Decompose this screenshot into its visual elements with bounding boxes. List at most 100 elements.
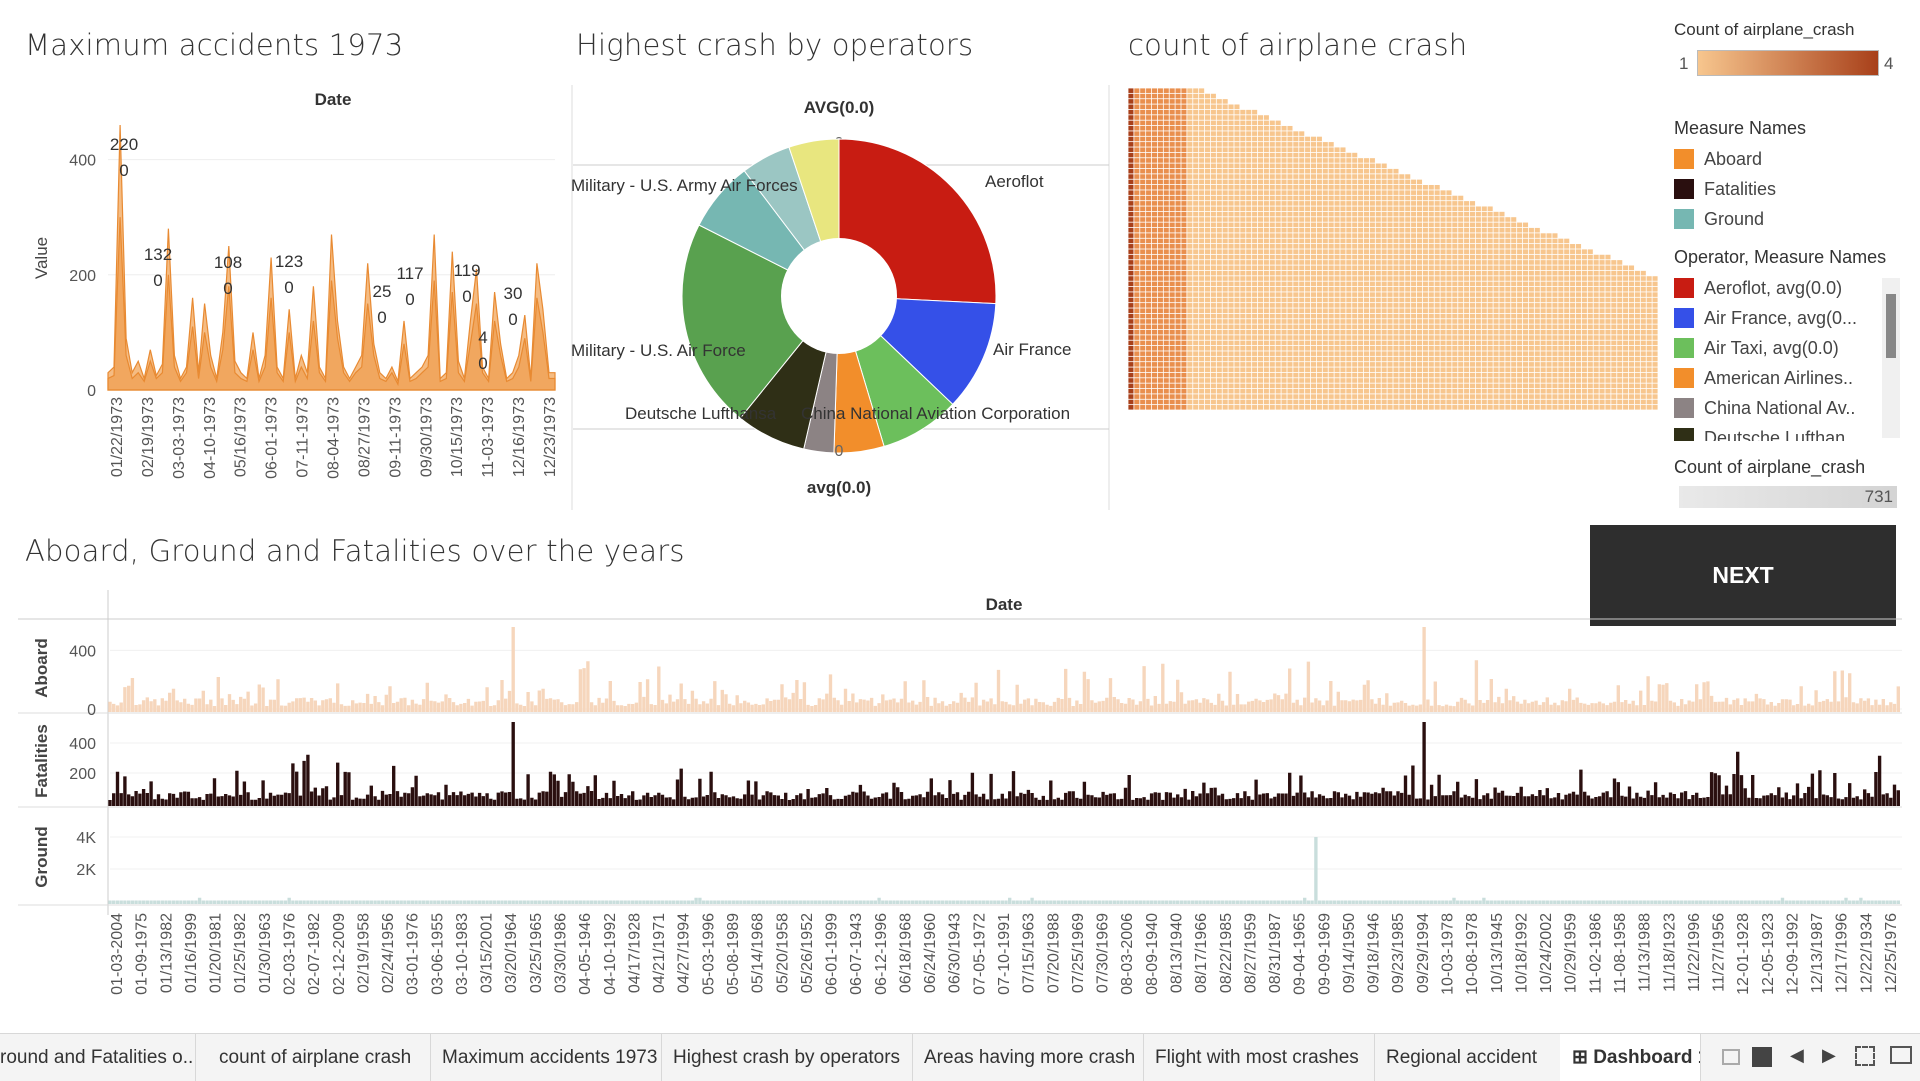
heatmap-cell[interactable]: [1204, 270, 1211, 276]
heatmap-cell[interactable]: [1534, 388, 1540, 394]
heatmap-cell[interactable]: [1246, 340, 1252, 346]
heatmap-cell[interactable]: [1570, 394, 1576, 399]
heatmap-cell[interactable]: [1134, 99, 1140, 104]
heatmap-cell[interactable]: [1363, 303, 1370, 308]
heatmap-cell[interactable]: [1358, 313, 1364, 319]
heatmap-cell[interactable]: [1393, 227, 1399, 233]
heatmap-cell[interactable]: [1505, 394, 1511, 399]
heatmap-cell[interactable]: [1375, 292, 1381, 297]
heatmap-cell[interactable]: [1564, 346, 1570, 351]
heatmap-cell[interactable]: [1334, 308, 1340, 313]
heatmap-cell[interactable]: [1175, 93, 1181, 99]
heatmap-cell[interactable]: [1275, 254, 1281, 260]
heatmap-cell[interactable]: [1452, 356, 1458, 362]
heatmap-cell[interactable]: [1328, 217, 1334, 222]
heatmap-cell[interactable]: [1193, 211, 1199, 217]
heatmap-cell[interactable]: [1322, 168, 1328, 174]
heatmap-cell[interactable]: [1293, 168, 1299, 174]
heatmap-cell[interactable]: [1499, 399, 1505, 405]
heatmap-cell[interactable]: [1187, 104, 1193, 110]
heatmap-cell[interactable]: [1157, 249, 1163, 254]
heatmap-cell[interactable]: [1534, 383, 1540, 389]
heatmap-cell[interactable]: [1640, 367, 1646, 373]
heatmap-cell[interactable]: [1175, 351, 1181, 356]
heatmap-cell[interactable]: [1605, 383, 1611, 389]
heatmap-cell[interactable]: [1611, 405, 1617, 410]
heatmap-cell[interactable]: [1199, 227, 1205, 233]
heatmap-cell[interactable]: [1493, 244, 1499, 249]
heatmap-cell[interactable]: [1134, 399, 1140, 405]
heatmap-cell[interactable]: [1617, 378, 1623, 383]
heatmap-cell[interactable]: [1363, 292, 1370, 297]
heatmap-cell[interactable]: [1199, 378, 1205, 383]
heatmap-cell[interactable]: [1522, 324, 1529, 330]
heatmap-cell[interactable]: [1346, 356, 1352, 362]
heatmap-cell[interactable]: [1352, 254, 1358, 260]
heatmap-cell[interactable]: [1517, 388, 1523, 394]
heatmap-cell[interactable]: [1257, 190, 1264, 195]
heatmap-cell[interactable]: [1475, 265, 1481, 271]
heatmap-cell[interactable]: [1240, 120, 1246, 126]
heatmap-cell[interactable]: [1469, 227, 1476, 233]
heatmap-cell[interactable]: [1652, 303, 1658, 308]
heatmap-cell[interactable]: [1246, 383, 1252, 389]
heatmap-cell[interactable]: [1587, 335, 1593, 340]
heatmap-cell[interactable]: [1399, 394, 1405, 399]
heatmap-cell[interactable]: [1505, 319, 1511, 324]
heatmap-cell[interactable]: [1328, 297, 1334, 303]
heatmap-cell[interactable]: [1146, 286, 1152, 292]
heatmap-cell[interactable]: [1440, 238, 1446, 244]
heatmap-cell[interactable]: [1411, 346, 1417, 351]
heatmap-cell[interactable]: [1375, 168, 1381, 174]
heatmap-cell[interactable]: [1528, 367, 1534, 373]
heatmap-cell[interactable]: [1558, 303, 1564, 308]
heatmap-cell[interactable]: [1181, 136, 1187, 142]
heatmap-cell[interactable]: [1210, 179, 1216, 185]
heatmap-cell[interactable]: [1269, 190, 1275, 195]
heatmap-cell[interactable]: [1564, 367, 1570, 373]
heatmap-cell[interactable]: [1528, 276, 1534, 281]
measure-legend-item[interactable]: Fatalities: [1674, 174, 1776, 204]
heatmap-cell[interactable]: [1334, 340, 1340, 346]
heatmap-cell[interactable]: [1387, 265, 1393, 271]
heatmap-cell[interactable]: [1134, 362, 1140, 367]
heatmap-cell[interactable]: [1140, 378, 1146, 383]
heatmap-cell[interactable]: [1581, 254, 1587, 260]
heatmap-cell[interactable]: [1570, 313, 1576, 319]
heatmap-cell[interactable]: [1587, 346, 1593, 351]
heatmap-cell[interactable]: [1234, 313, 1240, 319]
heatmap-cell[interactable]: [1328, 254, 1334, 260]
heatmap-cell[interactable]: [1163, 356, 1169, 362]
heatmap-cell[interactable]: [1193, 227, 1199, 233]
heatmap-cell[interactable]: [1422, 244, 1428, 249]
heatmap-cell[interactable]: [1269, 297, 1275, 303]
heatmap-cell[interactable]: [1440, 222, 1446, 228]
heatmap-cell[interactable]: [1358, 270, 1364, 276]
heatmap-cell[interactable]: [1204, 329, 1211, 335]
heatmap-cell[interactable]: [1275, 168, 1281, 174]
heatmap-cell[interactable]: [1175, 399, 1181, 405]
heatmap-cell[interactable]: [1464, 244, 1470, 249]
heatmap-cell[interactable]: [1234, 340, 1240, 346]
heatmap-cell[interactable]: [1434, 244, 1440, 249]
heatmap-cell[interactable]: [1151, 313, 1158, 319]
heatmap-cell[interactable]: [1234, 308, 1240, 313]
heatmap-cell[interactable]: [1322, 217, 1328, 222]
heatmap-cell[interactable]: [1546, 238, 1552, 244]
heatmap-cell[interactable]: [1305, 136, 1311, 142]
heatmap-cell[interactable]: [1623, 346, 1629, 351]
heatmap-cell[interactable]: [1352, 367, 1358, 373]
heatmap-cell[interactable]: [1611, 367, 1617, 373]
heatmap-cell[interactable]: [1558, 388, 1564, 394]
heatmap-cell[interactable]: [1363, 244, 1370, 249]
heatmap-cell[interactable]: [1240, 286, 1246, 292]
heatmap-cell[interactable]: [1575, 356, 1582, 362]
heatmap-cell[interactable]: [1587, 329, 1593, 335]
heatmap-cell[interactable]: [1193, 388, 1199, 394]
heatmap-cell[interactable]: [1517, 254, 1523, 260]
heatmap-cell[interactable]: [1363, 399, 1370, 405]
heatmap-cell[interactable]: [1299, 206, 1305, 212]
heatmap-cell[interactable]: [1246, 356, 1252, 362]
heatmap-cell[interactable]: [1422, 265, 1428, 271]
heatmap-cell[interactable]: [1275, 125, 1281, 131]
